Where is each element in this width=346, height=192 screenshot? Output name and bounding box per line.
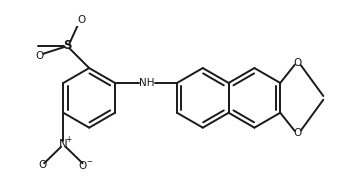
Text: O: O	[77, 16, 85, 26]
Text: N: N	[59, 137, 68, 151]
Text: NH: NH	[139, 78, 155, 88]
Text: +: +	[65, 135, 72, 144]
Text: O: O	[293, 128, 301, 138]
Text: O: O	[38, 160, 46, 170]
Text: O: O	[293, 58, 301, 68]
Text: S: S	[63, 39, 71, 52]
Text: O: O	[35, 51, 44, 61]
Text: O$^{-}$: O$^{-}$	[78, 159, 93, 171]
